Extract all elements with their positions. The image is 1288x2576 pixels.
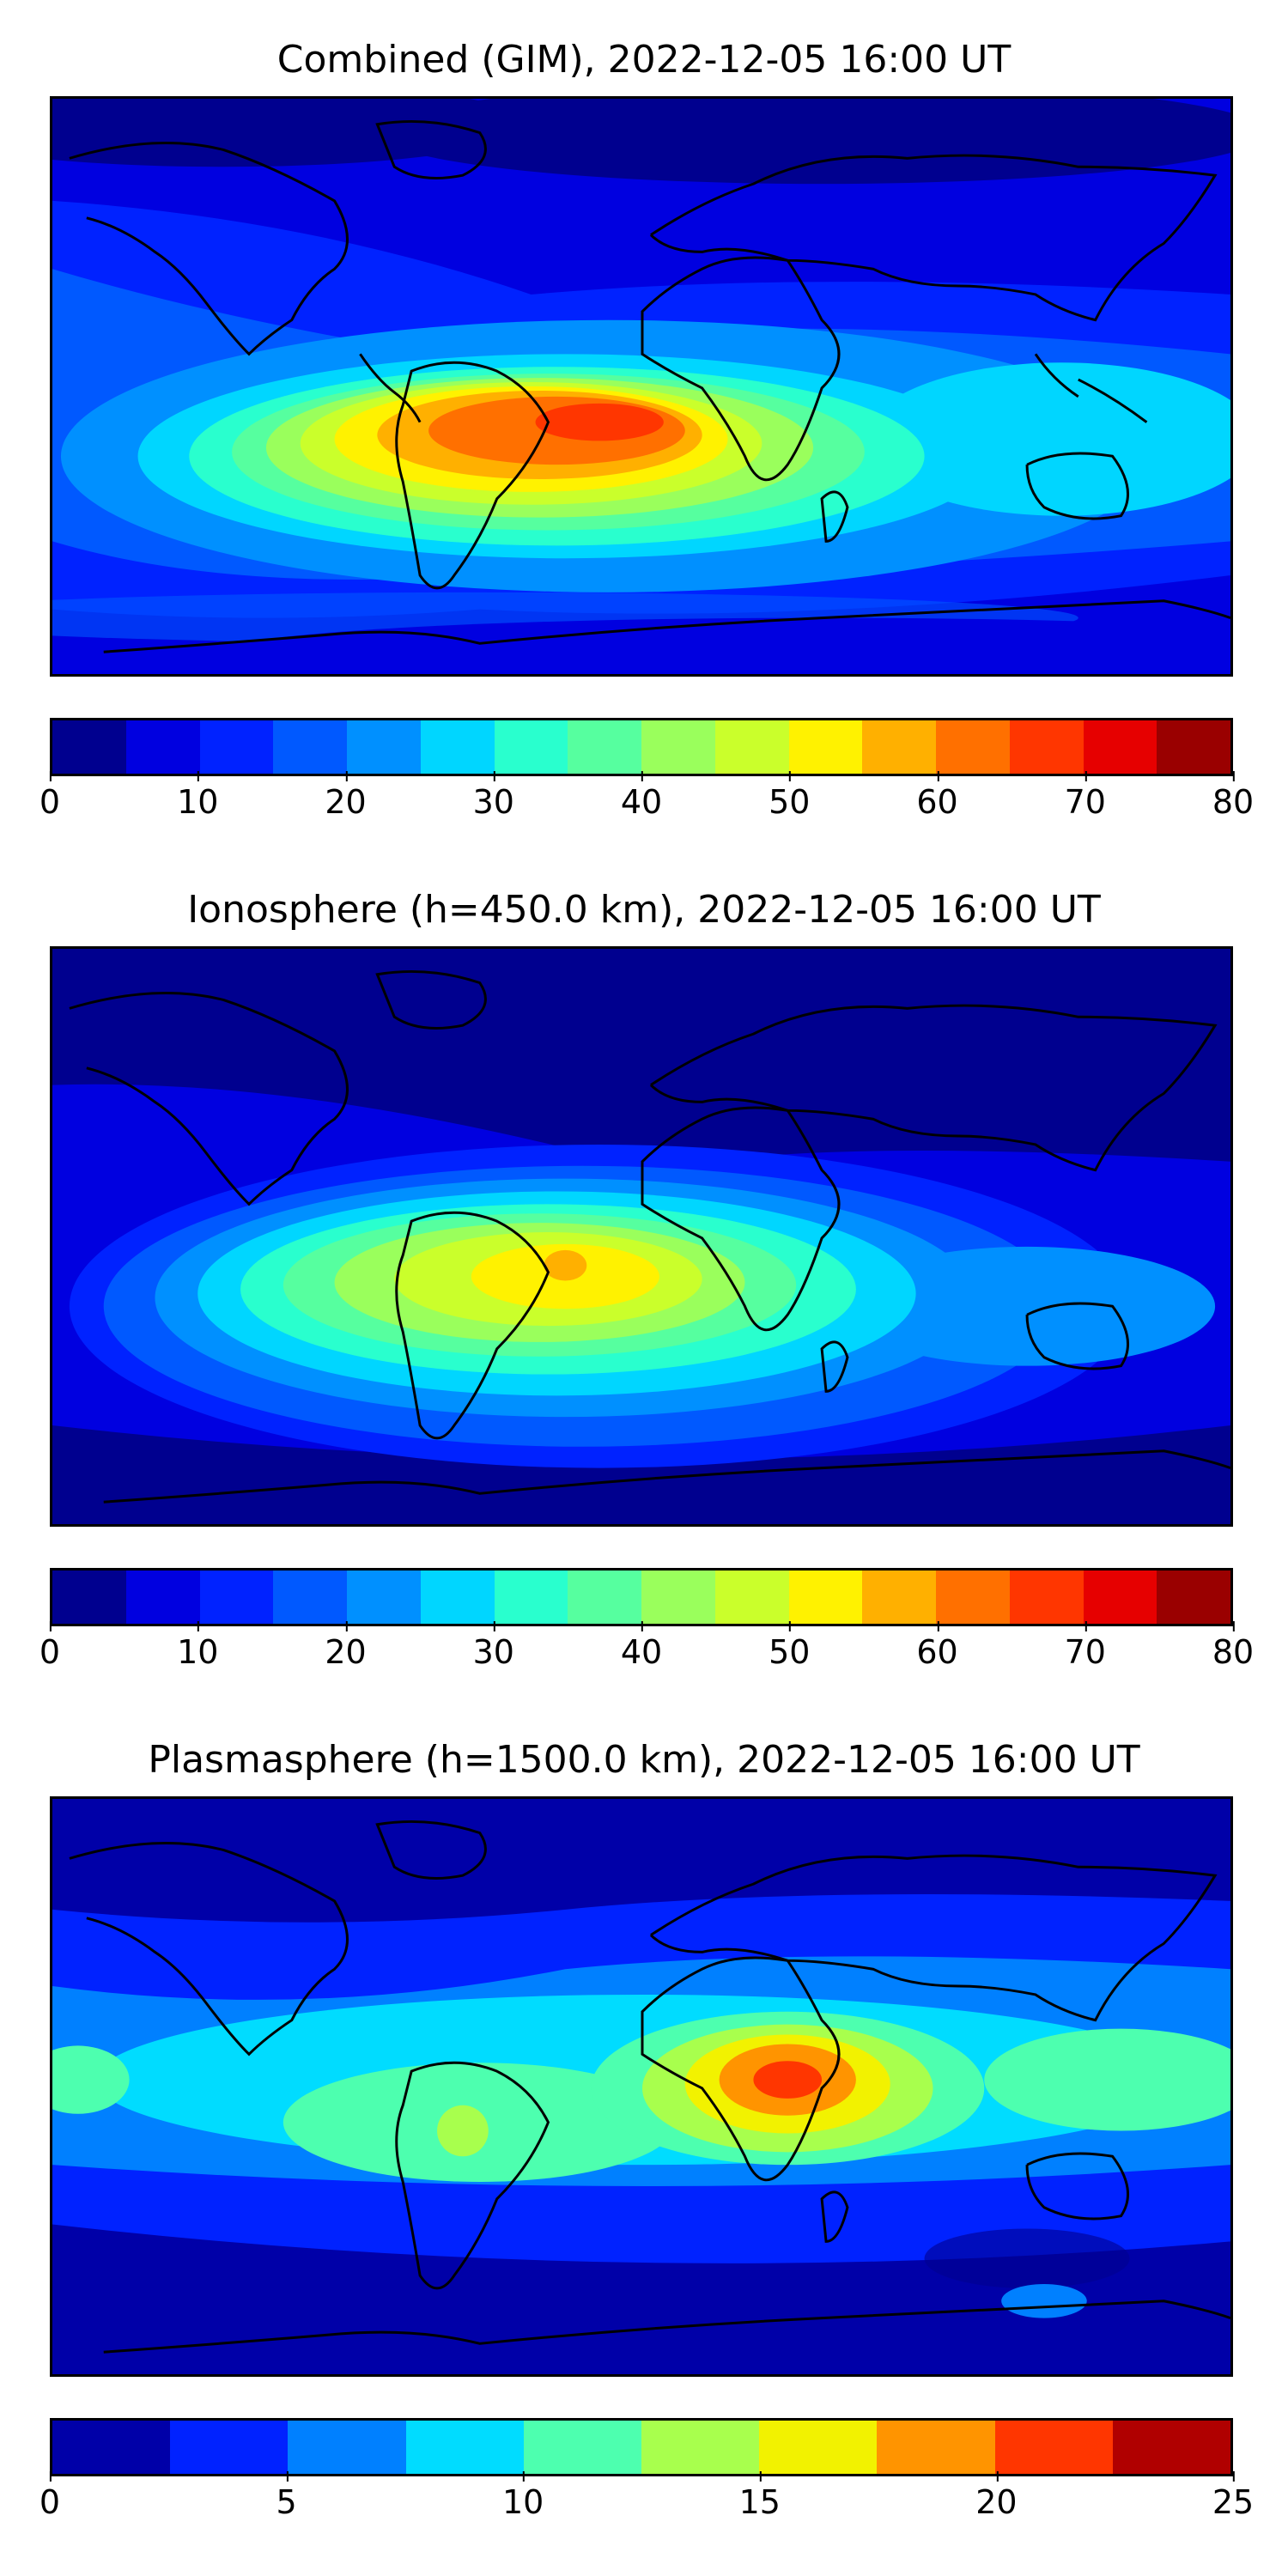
tec-map-plasmasphere [50, 1796, 1233, 2377]
colorbar-tick-label: 80 [1212, 771, 1255, 821]
colorbar-tick-label: 5 [276, 2471, 297, 2521]
map-title: Plasmasphere (h=1500.0 km), 2022-12-05 1… [148, 1738, 1140, 1782]
colorbar-ticks: 0 5 10 15 20 25 [39, 2471, 1254, 2535]
colorbar-segment [52, 1571, 126, 1624]
colorbar-tick-label: 10 [177, 771, 219, 821]
tec-map-ionosphere [50, 946, 1233, 1527]
colorbar-segment [788, 1571, 863, 1624]
colorbar-segment [641, 1571, 715, 1624]
colorbar-tick-label: 60 [916, 1621, 958, 1671]
colorbar-segment [420, 720, 495, 774]
map-title: Combined (GIM), 2022-12-05 16:00 UT [276, 38, 1012, 82]
colorbar-tick-label: 15 [738, 2471, 781, 2521]
colorbar-segment [273, 720, 347, 774]
colorbar-tick-label: 30 [472, 771, 514, 821]
colorbar-segment [759, 2421, 878, 2474]
colorbar [50, 2418, 1233, 2476]
colorbar-segment [862, 1571, 936, 1624]
colorbar-tick-label: 60 [916, 771, 958, 821]
colorbar-segment [170, 2421, 289, 2474]
colorbar-segment [788, 720, 863, 774]
colorbar-segment [714, 1571, 789, 1624]
colorbar-tick-label: 0 [39, 2471, 61, 2521]
colorbar-tick-label: 20 [975, 2471, 1018, 2521]
colorbar-segment [936, 720, 1010, 774]
colorbar-tick-label: 20 [325, 771, 367, 821]
colorbar-segment [199, 1571, 274, 1624]
colorbar-tick-label: 20 [325, 1621, 367, 1671]
colorbar [50, 718, 1233, 776]
colorbar-segment [1083, 1571, 1157, 1624]
colorbar-segment [523, 2421, 642, 2474]
colorbar-segment [994, 2421, 1113, 2474]
colorbar-segment [125, 1571, 200, 1624]
contour-map [52, 949, 1230, 1524]
contour-map [52, 99, 1230, 674]
colorbar [50, 1568, 1233, 1626]
colorbar-ticks: 0 10 20 30 40 50 60 70 80 [39, 771, 1254, 835]
colorbar-segment [877, 2421, 995, 2474]
colorbar-segment [1083, 720, 1157, 774]
colorbar-segment [199, 720, 274, 774]
colorbar-tick-label: 0 [39, 771, 61, 821]
colorbar-segment [568, 1571, 641, 1624]
colorbar-segment [405, 2421, 524, 2474]
colorbar-tick-label: 50 [769, 1621, 811, 1671]
colorbar-segment [641, 2421, 760, 2474]
map-title: Ionosphere (h=450.0 km), 2022-12-05 16:0… [187, 888, 1101, 932]
colorbar-tick-label: 10 [502, 2471, 544, 2521]
colorbar-tick-label: 70 [1064, 771, 1106, 821]
colorbar-segment [347, 720, 421, 774]
colorbar-segment [420, 1571, 495, 1624]
colorbar-segment [494, 720, 568, 774]
colorbar-segment [862, 720, 936, 774]
colorbar-tick-label: 70 [1064, 1621, 1106, 1671]
tec-map-combined [50, 96, 1233, 677]
colorbar-segment [1112, 2421, 1230, 2474]
colorbar-segment [125, 720, 200, 774]
colorbar-segment [1009, 720, 1084, 774]
colorbar-segment [273, 1571, 347, 1624]
colorbar-tick-label: 30 [472, 1621, 514, 1671]
colorbar-segment [1157, 1571, 1230, 1624]
colorbar-tick-label: 40 [620, 1621, 663, 1671]
colorbar-segment [936, 1571, 1010, 1624]
colorbar-segment [1157, 720, 1230, 774]
colorbar-tick-label: 40 [620, 771, 663, 821]
colorbar-tick-label: 50 [769, 771, 811, 821]
colorbar-segment [714, 720, 789, 774]
colorbar-segment [568, 720, 641, 774]
colorbar-ticks: 0 10 20 30 40 50 60 70 80 [39, 1621, 1254, 1685]
colorbar-segment [52, 2421, 171, 2474]
colorbar-segment [494, 1571, 568, 1624]
colorbar-tick-label: 80 [1212, 1621, 1255, 1671]
colorbar-tick-label: 0 [39, 1621, 61, 1671]
colorbar-tick-label: 25 [1212, 2471, 1255, 2521]
contour-map [52, 1799, 1230, 2374]
colorbar-tick-label: 10 [177, 1621, 219, 1671]
colorbar-segment [288, 2421, 406, 2474]
colorbar-segment [1009, 1571, 1084, 1624]
colorbar-segment [52, 720, 126, 774]
colorbar-segment [347, 1571, 421, 1624]
colorbar-segment [641, 720, 715, 774]
